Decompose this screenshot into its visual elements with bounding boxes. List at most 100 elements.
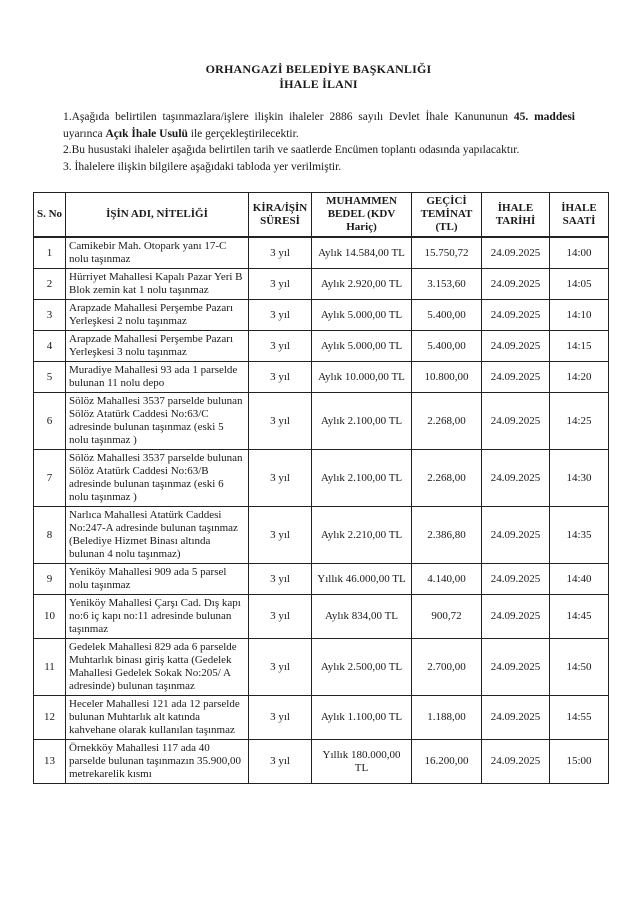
lease-duration: 3 yıl xyxy=(248,392,312,450)
table-row: 6 Sölöz Mahallesi 3537 parselde bulunan S… xyxy=(33,392,609,450)
lease-duration: 3 yıl xyxy=(248,299,312,331)
lease-duration: 3 yıl xyxy=(248,330,312,362)
lease-duration: 3 yıl xyxy=(248,594,312,639)
tender-date: 24.09.2025 xyxy=(481,563,550,595)
estimated-price: Aylık 2.500,00 TL xyxy=(311,638,412,696)
paragraph-1: 1.Aşağıda belirtilen taşınmazlara/işlere… xyxy=(63,109,575,142)
tender-date: 24.09.2025 xyxy=(481,268,550,300)
provisional-guarantee: 5.400,00 xyxy=(411,330,482,362)
lease-duration: 3 yıl xyxy=(248,739,312,784)
estimated-price: Aylık 5.000,00 TL xyxy=(311,330,412,362)
property-description: Hürriyet Mahallesi Kapalı Pazar Yeri B B… xyxy=(65,268,249,300)
paragraph-1-text-middle: uyarınca xyxy=(63,127,106,140)
property-description: Sölöz Mahallesi 3537 parselde bulunan Sö… xyxy=(65,392,249,450)
table-row: 2 Hürriyet Mahallesi Kapalı Pazar Yeri B … xyxy=(33,268,609,300)
tender-table: S. No İŞİN ADI, NİTELİĞİ KİRA/İŞİN SÜRESİ M… xyxy=(33,192,609,784)
estimated-price: Aylık 2.210,00 TL xyxy=(311,506,412,564)
paragraph-1-text-end: ile gerçekleştirilecektir. xyxy=(187,127,299,140)
table-row: 4 Arapzade Mahallesi Perşembe Pazarı Yerl… xyxy=(33,330,609,362)
property-description: Camikebir Mah. Otopark yanı 17-C nolu ta… xyxy=(65,236,249,269)
row-number: 3 xyxy=(33,299,66,331)
provisional-guarantee: 16.200,00 xyxy=(411,739,482,784)
estimated-price: Aylık 2.100,00 TL xyxy=(311,449,412,507)
property-description: Yeniköy Mahallesi Çarşı Cad. Dış kapı no… xyxy=(65,594,249,639)
provisional-guarantee: 5.400,00 xyxy=(411,299,482,331)
estimated-price: Aylık 5.000,00 TL xyxy=(311,299,412,331)
estimated-price: Aylık 2.100,00 TL xyxy=(311,392,412,450)
lease-duration: 3 yıl xyxy=(248,361,312,393)
estimated-price: Yıllık 180.000,00 TL xyxy=(311,739,412,784)
provisional-guarantee: 2.386,80 xyxy=(411,506,482,564)
row-number: 5 xyxy=(33,361,66,393)
lease-duration: 3 yıl xyxy=(248,695,312,740)
table-row: 10 Yeniköy Mahallesi Çarşı Cad. Dış kapı … xyxy=(33,594,609,639)
table-row: 8 Narlıca Mahallesi Atatürk Caddesi No:24… xyxy=(33,506,609,564)
tender-time: 14:25 xyxy=(549,392,609,450)
lease-duration: 3 yıl xyxy=(248,638,312,696)
paragraph-2: 2.Bu husustaki ihaleler aşağıda belirtil… xyxy=(63,144,520,156)
row-number: 8 xyxy=(33,506,66,564)
estimated-price: Aylık 10.000,00 TL xyxy=(311,361,412,393)
provisional-guarantee: 15.750,72 xyxy=(411,236,482,269)
lease-duration: 3 yıl xyxy=(248,449,312,507)
tender-time: 14:50 xyxy=(549,638,609,696)
tender-date: 24.09.2025 xyxy=(481,506,550,564)
provisional-guarantee: 900,72 xyxy=(411,594,482,639)
tender-time: 14:05 xyxy=(549,268,609,300)
lease-duration: 3 yıl xyxy=(248,506,312,564)
title-line-announcement: İHALE İLANI xyxy=(279,77,358,91)
row-number: 12 xyxy=(33,695,66,740)
row-number: 1 xyxy=(33,236,66,269)
property-description: Heceler Mahallesi 121 ada 12 parselde bu… xyxy=(65,695,249,740)
table-row: 11 Gedelek Mahallesi 829 ada 6 parselde M… xyxy=(33,638,609,696)
tender-date: 24.09.2025 xyxy=(481,695,550,740)
row-number: 7 xyxy=(33,449,66,507)
property-description: Örnekköy Mahallesi 117 ada 40 parselde b… xyxy=(65,739,249,784)
table-row: 12 Heceler Mahallesi 121 ada 12 parselde … xyxy=(33,695,609,740)
property-description: Arapzade Mahallesi Perşembe Pazarı Yerle… xyxy=(65,330,249,362)
tender-date: 24.09.2025 xyxy=(481,361,550,393)
paragraph-1-bold-article: 45. maddesi xyxy=(513,111,575,123)
intro-paragraphs: 1.Aşağıda belirtilen taşınmazlara/işlere… xyxy=(63,109,575,175)
lease-duration: 3 yıl xyxy=(248,236,312,269)
paragraph-1-bold-procedure: Açık İhale Usulü xyxy=(105,127,188,140)
property-description: Muradiye Mahallesi 93 ada 1 parselde bul… xyxy=(65,361,249,393)
tender-time: 14:00 xyxy=(549,236,609,269)
tender-time: 14:40 xyxy=(549,563,609,595)
column-header-lease-duration: KİRA/İŞİN SÜRESİ xyxy=(248,192,312,238)
tender-time: 14:10 xyxy=(549,299,609,331)
estimated-price: Aylık 2.920,00 TL xyxy=(311,268,412,300)
row-number: 2 xyxy=(33,268,66,300)
column-header-provisional-guarantee: GEÇİCİ TEMİNAT (TL) xyxy=(411,192,482,238)
row-number: 10 xyxy=(33,594,66,639)
table-row: 5 Muradiye Mahallesi 93 ada 1 parselde bu… xyxy=(33,361,609,393)
property-description: Yeniköy Mahallesi 909 ada 5 parsel nolu … xyxy=(65,563,249,595)
tender-date: 24.09.2025 xyxy=(481,299,550,331)
row-number: 13 xyxy=(33,739,66,784)
column-header-property-description: İŞİN ADI, NİTELİĞİ xyxy=(65,192,249,238)
provisional-guarantee: 2.268,00 xyxy=(411,392,482,450)
row-number: 11 xyxy=(33,638,66,696)
tender-date: 24.09.2025 xyxy=(481,638,550,696)
column-header-row-number: S. No xyxy=(33,192,66,238)
lease-duration: 3 yıl xyxy=(248,268,312,300)
provisional-guarantee: 2.268,00 xyxy=(411,449,482,507)
table-body: 1 Camikebir Mah. Otopark yanı 17-C nolu t… xyxy=(33,236,609,784)
table-row: 13 Örnekköy Mahallesi 117 ada 40 parselde… xyxy=(33,739,609,784)
property-description: Arapzade Mahallesi Perşembe Pazarı Yerle… xyxy=(65,299,249,331)
tender-time: 14:20 xyxy=(549,361,609,393)
provisional-guarantee: 2.700,00 xyxy=(411,638,482,696)
tender-time: 15:00 xyxy=(549,739,609,784)
row-number: 6 xyxy=(33,392,66,450)
provisional-guarantee: 1.188,00 xyxy=(411,695,482,740)
tender-date: 24.09.2025 xyxy=(481,392,550,450)
property-description: Sölöz Mahallesi 3537 parselde bulunan Sö… xyxy=(65,449,249,507)
tender-date: 24.09.2025 xyxy=(481,236,550,269)
column-header-estimated-price: MUHAMMEN BEDEL (KDV Hariç) xyxy=(311,192,412,238)
column-header-tender-date: İHALE TARİHİ xyxy=(481,192,550,238)
title-line-authority: ORHANGAZİ BELEDİYE BAŞKANLIĞI xyxy=(205,62,432,76)
row-number: 9 xyxy=(33,563,66,595)
provisional-guarantee: 3.153,60 xyxy=(411,268,482,300)
tender-date: 24.09.2025 xyxy=(481,449,550,507)
